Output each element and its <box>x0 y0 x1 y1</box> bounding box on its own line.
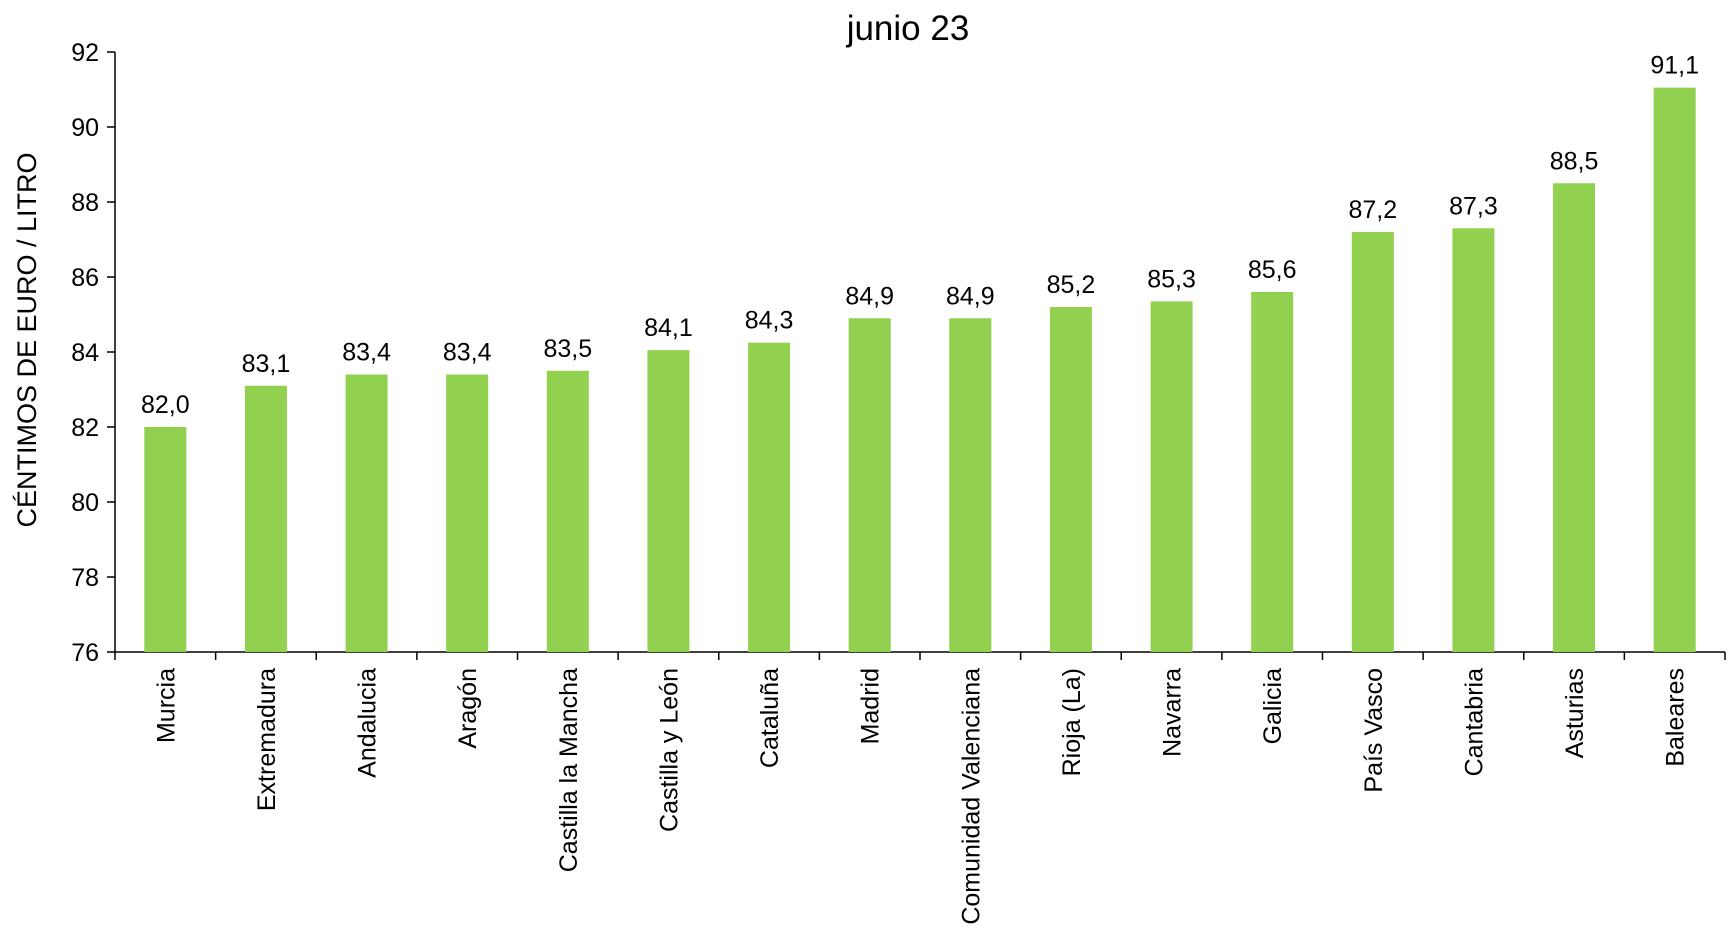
bar <box>144 427 187 652</box>
y-tick-label: 80 <box>71 489 99 517</box>
data-label: 83,5 <box>543 335 592 363</box>
y-tick-label: 78 <box>71 564 99 592</box>
y-tick-label: 90 <box>71 114 99 142</box>
bar <box>1653 87 1696 652</box>
data-label: 85,6 <box>1248 256 1297 284</box>
bar <box>244 385 287 652</box>
bar <box>1452 228 1495 652</box>
bar <box>345 374 388 652</box>
x-tick-label: Comunidad Valenciana <box>957 668 985 925</box>
x-tick-label: Navarra <box>1159 668 1187 757</box>
bar <box>1553 183 1596 652</box>
data-label: 87,3 <box>1449 192 1498 220</box>
x-tick-label: Cataluña <box>756 668 784 768</box>
x-tick-label: Cantabria <box>1460 668 1488 776</box>
y-tick-label: 76 <box>71 639 99 667</box>
bar <box>1150 301 1193 652</box>
data-label: 91,1 <box>1650 52 1699 80</box>
y-tick-label: 82 <box>71 414 99 442</box>
x-tick-label: Galicia <box>1259 668 1287 745</box>
bar <box>546 370 589 652</box>
data-label: 85,3 <box>1147 265 1196 293</box>
x-tick-label: País Vasco <box>1360 668 1388 793</box>
x-tick-label: Andalucia <box>354 668 382 778</box>
x-tick-label: Extremadura <box>253 668 281 811</box>
y-tick-label: 86 <box>71 264 99 292</box>
data-label: 83,4 <box>342 339 391 367</box>
bar <box>1351 232 1394 652</box>
data-label: 82,0 <box>141 391 190 419</box>
data-label: 83,4 <box>443 339 492 367</box>
data-label: 83,1 <box>242 350 291 378</box>
y-tick-label: 88 <box>71 189 99 217</box>
bar <box>647 350 690 652</box>
bar <box>748 342 791 652</box>
chart-title: junio 23 <box>846 9 970 48</box>
x-tick-label: Murcia <box>152 668 180 743</box>
x-tick-label: Asturias <box>1561 668 1589 758</box>
data-label: 84,9 <box>946 282 995 310</box>
x-tick-label: Aragón <box>454 668 482 749</box>
bar <box>446 374 489 652</box>
data-label: 87,2 <box>1348 196 1397 224</box>
y-tick-label: 92 <box>71 39 99 67</box>
x-tick-label: Madrid <box>857 668 885 744</box>
x-tick-label: Rioja (La) <box>1058 668 1086 776</box>
data-label: 85,2 <box>1047 271 1096 299</box>
bars <box>144 87 1696 652</box>
bar <box>848 318 891 652</box>
x-tick-label: Castilla la Mancha <box>555 668 583 872</box>
value-labels: 82,0 83,1 83,4 83,4 83,5 84,1 84,3 84,9 84,9 85,2… <box>141 52 1699 419</box>
data-label: 88,5 <box>1550 147 1599 175</box>
data-label: 84,9 <box>845 282 894 310</box>
category-labels: Murcia Extremadura Andalucia Aragón Castilla… <box>152 668 1689 925</box>
x-tick-label: Castilla y León <box>655 668 683 832</box>
data-label: 84,1 <box>644 314 693 342</box>
y-tick-label: 84 <box>71 339 99 367</box>
y-axis-label: CÉNTIMOS DE EURO / LITRO <box>12 152 42 527</box>
x-tick-label: Baleares <box>1662 668 1690 767</box>
bar <box>1251 292 1294 652</box>
bar <box>949 318 992 652</box>
data-label: 84,3 <box>745 307 794 335</box>
bar <box>1049 307 1092 652</box>
